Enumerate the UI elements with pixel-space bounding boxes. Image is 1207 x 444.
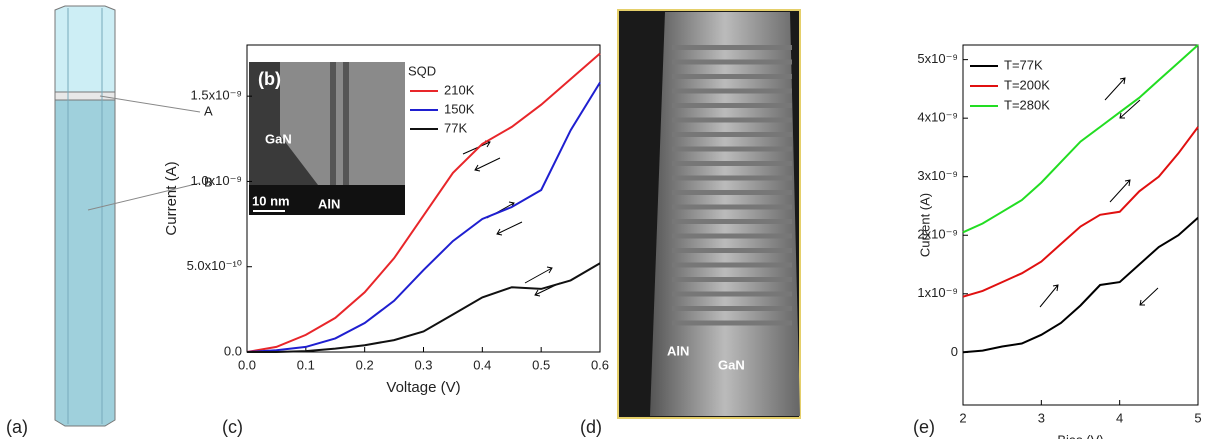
stripe — [672, 45, 792, 50]
stripe — [672, 277, 792, 282]
legend-label: 210K — [444, 82, 475, 97]
stripe — [672, 161, 792, 166]
data-line — [962, 126, 1199, 298]
stripe — [672, 306, 792, 311]
y-tick-label: 4x10⁻⁹ — [917, 110, 958, 125]
data-line — [247, 262, 601, 353]
marker-label: A — [204, 103, 213, 118]
sweep-arrows — [462, 77, 1159, 308]
stripe — [672, 103, 792, 108]
y-tick-label: 3x10⁻⁹ — [917, 168, 958, 183]
inset-text: GaN — [265, 131, 292, 146]
data-line — [962, 216, 1199, 354]
x-axis-label: Voltage (V) — [386, 379, 460, 396]
stripe — [672, 248, 792, 253]
x-tick-label: 0.1 — [297, 357, 315, 372]
y-tick-label: 1x10⁻⁹ — [917, 285, 958, 300]
x-tick-label: 0.2 — [356, 357, 374, 372]
x-tick-label: 2 — [959, 410, 966, 425]
legend-title: SQD — [408, 63, 436, 78]
x-axis-label: Bias (V) — [1057, 432, 1103, 439]
legend-label: T=77K — [1004, 57, 1043, 72]
y-tick-label: 5.0x10⁻¹⁰ — [187, 258, 242, 273]
stripe — [672, 74, 792, 79]
legend-label: T=200K — [1004, 77, 1050, 92]
x-tick-label: 3 — [1038, 410, 1045, 425]
stripe — [672, 190, 792, 195]
image-text: GaN — [718, 357, 745, 372]
stripe — [672, 146, 792, 152]
y-tick-label: 1.5x10⁻⁹ — [191, 88, 242, 103]
data-line — [246, 81, 601, 353]
y-axis-label: Current (A) — [163, 161, 180, 235]
panel-label: (a) — [6, 417, 28, 437]
legend-label: 77K — [444, 120, 467, 135]
x-tick-label: 0.4 — [473, 357, 491, 372]
stripe — [672, 204, 792, 210]
stripe — [672, 219, 792, 224]
y-tick-label: 0 — [951, 344, 958, 359]
y-tick-label: 2x10⁻⁹ — [917, 227, 958, 242]
y-axis-label: Current (A) — [917, 193, 932, 257]
y-tick-label: 0.0 — [224, 343, 242, 358]
x-tick-label: 0.3 — [414, 357, 432, 372]
tem-image: 10 nm AlN GaN — [617, 9, 844, 419]
scale-text: 10 nm — [829, 82, 844, 118]
stripe — [672, 132, 792, 137]
x-tick-label: 0.6 — [591, 357, 609, 372]
stripe — [672, 233, 792, 239]
data-line — [246, 52, 601, 353]
stripe — [672, 59, 792, 65]
x-tick-label: 5 — [1194, 410, 1201, 425]
legend-label: 150K — [444, 101, 475, 116]
x-tick-label: 0.5 — [532, 357, 550, 372]
stripe — [672, 262, 792, 268]
inset-image: (b) GaN AlN 10 nm — [249, 62, 405, 215]
stripe — [672, 320, 792, 326]
stripe — [672, 117, 792, 123]
x-tick-label: 4 — [1116, 410, 1123, 425]
image-text: AlN — [667, 343, 689, 358]
data-line — [962, 44, 1199, 234]
legend-label: T=280K — [1004, 97, 1050, 112]
nanowire: A B (a) — [6, 5, 213, 437]
marker-label: B — [204, 174, 213, 189]
x-tick-label: 0.0 — [238, 357, 256, 372]
inset-text: AlN — [318, 196, 340, 211]
stripe — [672, 175, 792, 181]
stripe — [672, 88, 792, 94]
y-tick-label: 1.0x10⁻⁹ — [191, 173, 242, 188]
inset-label: (b) — [258, 69, 281, 89]
y-tick-label: 5x10⁻⁹ — [917, 51, 958, 66]
stripe — [672, 291, 792, 297]
inset-text: 10 nm — [252, 193, 290, 208]
plot-frame — [962, 44, 1199, 406]
panel-label: (e) — [913, 417, 935, 437]
panel-label: (d) — [580, 417, 602, 437]
panel-label: (c) — [222, 417, 243, 437]
